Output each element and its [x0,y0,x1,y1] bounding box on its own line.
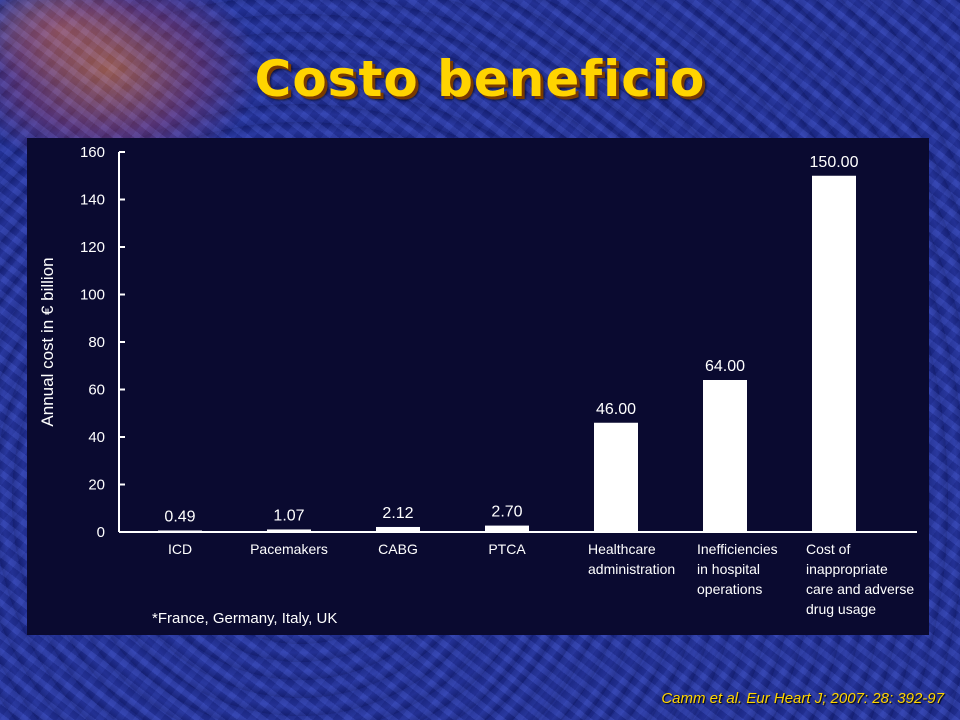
x-tick-label: in hospital [697,561,760,577]
x-tick-label: Healthcare [588,541,656,557]
citation: Camm et al. Eur Heart J; 2007: 28: 392-9… [661,690,944,707]
chart-footnote: *France, Germany, Italy, UK [152,610,338,627]
bar [158,530,202,532]
x-tick-label: CABG [378,541,418,557]
x-tick-label: ICD [168,541,192,557]
y-tick-label: 120 [80,239,105,256]
y-tick-label: 80 [88,334,105,351]
bar-chart: 0 20 40 60 80 100 120 140 160 Annual cost in € bi… [38,144,917,617]
bar [594,422,638,532]
data-label: 0.49 [164,509,195,526]
data-label: 1.07 [273,507,304,524]
bar [812,175,856,532]
x-tick-label: care and adverse [806,581,914,597]
data-label: 150.00 [810,154,859,171]
y-tick-label: 0 [97,524,105,541]
y-tick-label: 140 [80,192,105,209]
data-label: 2.70 [491,504,522,521]
bar [267,529,311,532]
y-axis-title: Annual cost in € billion [38,257,57,426]
bar [703,380,747,532]
data-label: 46.00 [596,401,636,418]
x-tick-label: operations [697,581,762,597]
x-tick-label: Inefficiencies [697,541,778,557]
chart-panel: 0 20 40 60 80 100 120 140 160 Annual cost in € bi… [27,138,929,635]
x-tick-label: Cost of [806,541,850,557]
x-tick-label: drug usage [806,601,876,617]
x-tick-label: Pacemakers [250,541,328,557]
bar [376,526,420,532]
x-tick-label: inappropriate [806,561,888,577]
y-tick-label: 160 [80,144,105,161]
y-tick-label: 60 [88,382,105,399]
y-tick-label: 100 [80,287,105,304]
x-tick-label: PTCA [488,541,526,557]
y-tick-label: 40 [88,429,105,446]
x-tick-label: administration [588,561,675,577]
bar [485,525,529,532]
y-tick-label: 20 [88,477,105,494]
data-label: 64.00 [705,358,745,375]
slide-title: Costo beneficio [254,50,706,108]
data-label: 2.12 [382,505,413,522]
